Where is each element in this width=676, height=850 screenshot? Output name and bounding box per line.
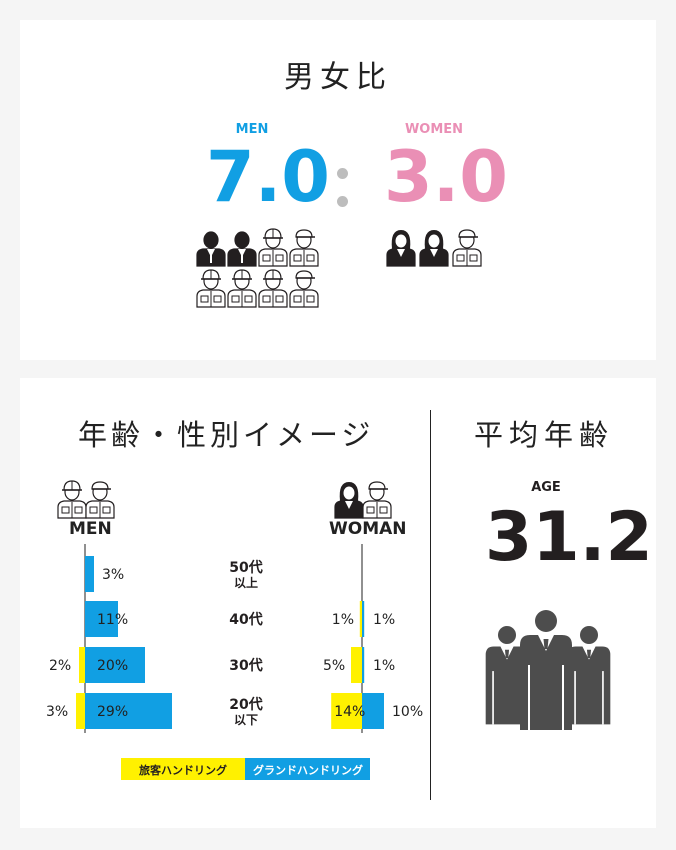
women-ground-bar (362, 693, 384, 729)
men-passenger-value: 3% (46, 704, 68, 720)
age-category-sublabel: 以下 (234, 713, 258, 727)
man-icon (196, 231, 226, 267)
women-passenger-value: 14% (334, 704, 365, 720)
woman-icon (452, 229, 482, 267)
men-ground-bar (85, 647, 145, 683)
man-icon (227, 231, 257, 267)
age-category-label: 30代 (229, 657, 262, 674)
women-ground-value: 10% (392, 704, 423, 720)
gender-ratio-card: 男女比 MEN 7.0 WOMEN 3.0 (20, 20, 656, 360)
section-divider (430, 410, 431, 800)
age-category-label: 40代 (229, 611, 262, 628)
women-ground-value: 1% (373, 612, 395, 628)
men-ground-bar (85, 601, 118, 637)
man-icon (196, 269, 226, 308)
women-passenger-bar (351, 647, 362, 683)
women-ground-value: 1% (373, 658, 395, 674)
women-passenger-value: 5% (323, 658, 345, 674)
age-gender-title: 年齢・性別イメージ (78, 418, 375, 452)
man-icon (258, 228, 288, 267)
age-category-sublabel: 以上 (234, 575, 258, 590)
men-ground-value: 3% (102, 567, 124, 583)
women-passenger-bar (359, 601, 362, 637)
women-passenger-value: 1% (332, 612, 354, 628)
average-age-value: 31.2 (485, 498, 653, 577)
men-ground-value: 20% (97, 658, 128, 674)
ratio-title: 男女比 (284, 60, 392, 95)
men-passenger-bar (79, 647, 85, 683)
men-section-helmet-icon (57, 480, 87, 519)
ratio-people-icons (196, 228, 482, 308)
staff-person-center (520, 610, 572, 730)
legend-passenger-swatch (121, 758, 245, 780)
age-gender-card: 年齢・性別イメージ MEN WOMAN 3% 50代 以上 11% 40代 1% 1% 2% 20%… (20, 378, 656, 828)
men-ground-value: 11% (97, 612, 128, 628)
women-passenger-bar (331, 693, 362, 729)
men-ground-value: 29% (97, 704, 128, 720)
women-section-cap-icon (362, 481, 392, 519)
man-icon (227, 269, 257, 308)
men-section-label: MEN (69, 519, 112, 539)
man-icon (258, 269, 288, 308)
legend-passenger-label: 旅客ハンドリング (139, 763, 227, 777)
legend-ground-swatch (245, 758, 370, 780)
women-section-label: WOMAN (329, 519, 407, 539)
women-section-woman-icon (334, 482, 364, 519)
men-passenger-value: 2% (49, 658, 71, 674)
staff-person-right (567, 625, 611, 725)
men-section-cap-icon (85, 481, 115, 519)
men-ratio-value: 7.0 (206, 136, 331, 218)
woman-icon (419, 230, 449, 267)
men-ground-bar (85, 556, 94, 592)
legend-ground-label: グランドハンドリング (253, 763, 363, 777)
woman-icon (386, 230, 416, 267)
age-category-label: 50代 (229, 559, 262, 576)
men-passenger-bar (76, 693, 85, 729)
age-category-label: 20代 (229, 696, 262, 713)
colon-dot-bottom (337, 196, 348, 207)
men-label: MEN (235, 122, 269, 137)
man-icon (289, 270, 319, 308)
business-team-icon (485, 610, 611, 730)
women-ground-bar (362, 601, 365, 637)
women-ratio-value: 3.0 (384, 136, 509, 218)
age-label: AGE (531, 480, 561, 495)
man-icon (289, 229, 319, 267)
men-ground-bar (85, 693, 172, 729)
women-label: WOMEN (404, 122, 464, 137)
average-age-title: 平均年齢 (474, 418, 615, 452)
women-ground-bar (362, 647, 365, 683)
colon-dot-top (337, 168, 348, 179)
